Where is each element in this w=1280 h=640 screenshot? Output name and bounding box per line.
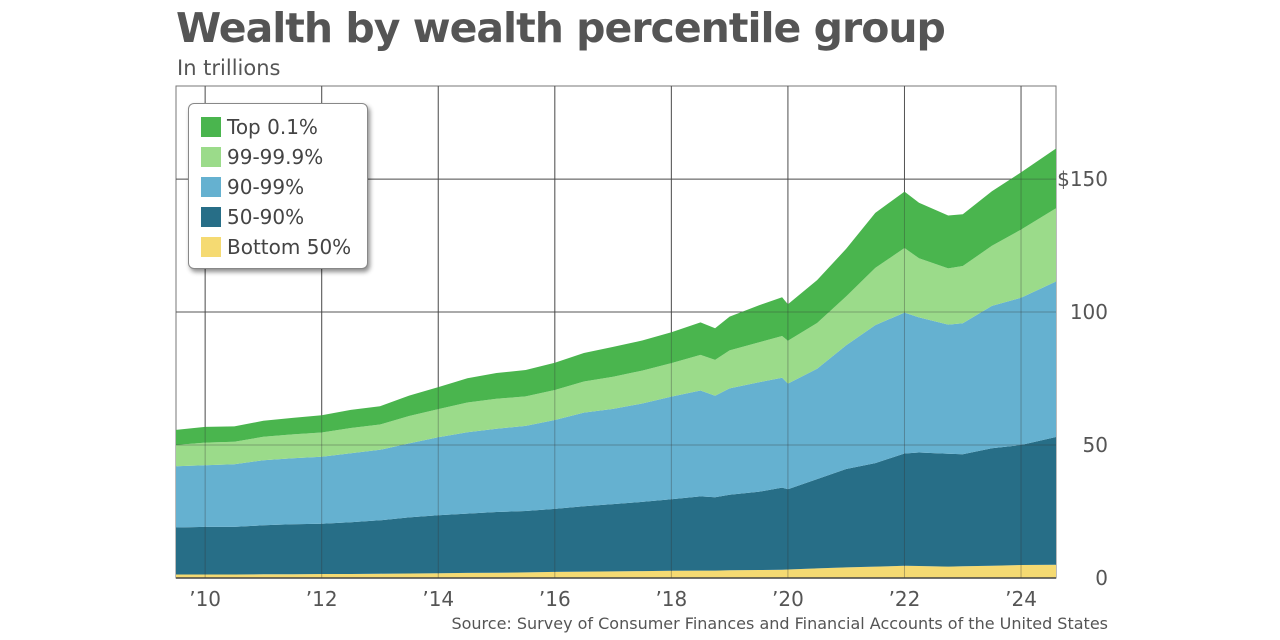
source-note: Source: Survey of Consumer Finances and … bbox=[451, 614, 1108, 633]
legend-label: 99-99.9% bbox=[227, 145, 324, 169]
legend-label: Bottom 50% bbox=[227, 235, 352, 259]
legend-swatch bbox=[201, 177, 221, 197]
legend-swatch bbox=[201, 207, 221, 227]
x-tick-label: ’14 bbox=[422, 587, 454, 611]
legend-item-99-99-9: 99-99.9% bbox=[201, 142, 367, 172]
y-tick-label: 100 bbox=[1070, 300, 1108, 324]
x-tick-label: ’16 bbox=[539, 587, 571, 611]
area-90-99 bbox=[176, 281, 1056, 528]
legend-item-50-90: 50-90% bbox=[201, 202, 367, 232]
legend-swatch bbox=[201, 237, 221, 257]
x-tick-label: ’12 bbox=[306, 587, 338, 611]
legend-item-90-99: 90-99% bbox=[201, 172, 367, 202]
x-tick-label: ’24 bbox=[1005, 587, 1037, 611]
y-tick-label: 50 bbox=[1083, 433, 1108, 457]
chart-subtitle: In trillions bbox=[177, 56, 281, 80]
legend-item-top-0-1: Top 0.1% bbox=[201, 112, 367, 142]
legend-item-bottom-50: Bottom 50% bbox=[201, 232, 367, 262]
legend-label: 90-99% bbox=[227, 175, 305, 199]
y-tick-label: $150 bbox=[1057, 167, 1108, 191]
legend-swatch bbox=[201, 147, 221, 167]
chart-title: Wealth by wealth percentile group bbox=[176, 4, 946, 52]
area-series bbox=[176, 148, 1056, 578]
x-tick-label: ’10 bbox=[189, 587, 221, 611]
legend-label: 50-90% bbox=[227, 205, 305, 229]
legend-label: Top 0.1% bbox=[227, 115, 318, 139]
x-tick-label: ’18 bbox=[655, 587, 687, 611]
x-tick-label: ’20 bbox=[772, 587, 804, 611]
legend-swatch bbox=[201, 117, 221, 137]
x-tick-label: ’22 bbox=[889, 587, 921, 611]
area-50-90 bbox=[176, 437, 1056, 575]
legend: Top 0.1% 99-99.9% 90-99% 50-90% Bottom 5… bbox=[188, 103, 368, 269]
area-bottom-50 bbox=[176, 564, 1056, 578]
tick-labels: 0 50 100 $150 ’10 ’12 ’14 ’16 ’18 ’20 ’22 ’24 bbox=[189, 167, 1108, 611]
area-99-99-9 bbox=[176, 208, 1056, 467]
y-tick-label: 0 bbox=[1095, 566, 1108, 590]
